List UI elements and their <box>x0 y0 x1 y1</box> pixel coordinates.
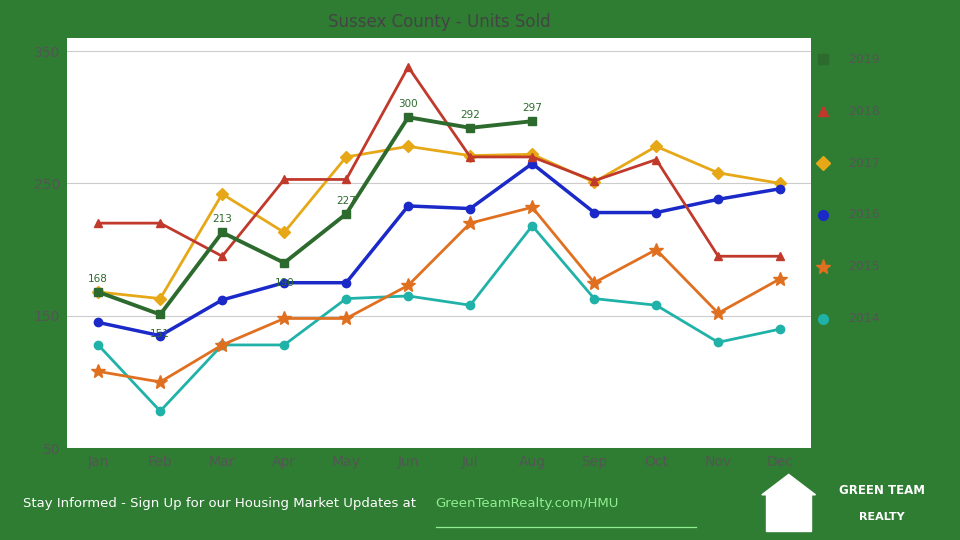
Text: REALTY: REALTY <box>859 512 904 522</box>
Text: 227: 227 <box>336 195 356 206</box>
2016 <box>651 210 662 216</box>
Text: 2019: 2019 <box>848 53 879 66</box>
2014 <box>278 342 290 348</box>
2018 <box>526 154 538 160</box>
2016 <box>92 319 104 326</box>
2014 <box>651 302 662 308</box>
Line: 2016: 2016 <box>94 159 784 340</box>
Text: 2016: 2016 <box>848 208 879 221</box>
Polygon shape <box>762 474 815 495</box>
2018 <box>278 176 290 183</box>
2017 <box>155 295 166 302</box>
Text: 297: 297 <box>522 103 542 113</box>
Line: 2014: 2014 <box>94 221 784 415</box>
2017 <box>712 170 724 176</box>
2019 <box>278 260 290 266</box>
2019 <box>465 125 476 131</box>
2017 <box>465 152 476 159</box>
Line: 2017: 2017 <box>94 142 784 303</box>
2014 <box>341 295 352 302</box>
2018 <box>155 220 166 226</box>
2017 <box>775 180 786 187</box>
2015 <box>341 315 352 322</box>
2018 <box>588 178 600 184</box>
2019 <box>341 211 352 217</box>
2016 <box>402 202 414 209</box>
2019 <box>526 118 538 124</box>
2015 <box>712 310 724 316</box>
2015 <box>526 204 538 211</box>
2017 <box>216 191 228 197</box>
2016 <box>341 280 352 286</box>
2018 <box>465 154 476 160</box>
Text: 292: 292 <box>460 110 480 119</box>
2015 <box>402 282 414 288</box>
Title: Sussex County - Units Sold: Sussex County - Units Sold <box>328 12 550 31</box>
2016 <box>775 185 786 192</box>
2016 <box>526 160 538 167</box>
2015 <box>651 246 662 253</box>
2019 <box>155 311 166 318</box>
2015 <box>216 342 228 348</box>
Text: 2015: 2015 <box>848 260 879 273</box>
Text: 2018: 2018 <box>848 105 879 118</box>
Text: 190: 190 <box>275 278 294 288</box>
2018 <box>651 157 662 163</box>
2017 <box>588 179 600 185</box>
2016 <box>712 196 724 202</box>
2014 <box>712 339 724 346</box>
2014 <box>402 293 414 299</box>
2018 <box>402 64 414 70</box>
Text: 2014: 2014 <box>848 312 879 325</box>
2019 <box>402 114 414 120</box>
2015 <box>278 315 290 322</box>
2014 <box>526 222 538 229</box>
Text: Stay Informed - Sign Up for our Housing Market Updates at: Stay Informed - Sign Up for our Housing … <box>23 497 420 510</box>
2016 <box>155 333 166 339</box>
2014 <box>216 342 228 348</box>
Line: 2015: 2015 <box>91 200 787 389</box>
2015 <box>588 280 600 286</box>
2018 <box>216 253 228 260</box>
2017 <box>402 143 414 150</box>
Text: 168: 168 <box>88 274 108 284</box>
2014 <box>775 326 786 332</box>
2016 <box>588 210 600 216</box>
2016 <box>216 296 228 303</box>
2014 <box>588 295 600 302</box>
2014 <box>155 408 166 414</box>
2017 <box>341 154 352 160</box>
Text: GREEN TEAM: GREEN TEAM <box>839 484 924 497</box>
2017 <box>526 151 538 158</box>
2017 <box>278 229 290 235</box>
2016 <box>465 205 476 212</box>
2018 <box>92 220 104 226</box>
FancyBboxPatch shape <box>766 494 811 531</box>
2015 <box>155 379 166 385</box>
2018 <box>341 176 352 183</box>
Text: GreenTeamRealty.com/HMU: GreenTeamRealty.com/HMU <box>436 497 619 510</box>
2015 <box>775 275 786 282</box>
2018 <box>775 253 786 260</box>
Text: 151: 151 <box>151 329 170 339</box>
Text: 2017: 2017 <box>848 157 879 170</box>
2014 <box>465 302 476 308</box>
Line: 2019: 2019 <box>94 113 537 319</box>
2018 <box>712 253 724 260</box>
Text: 213: 213 <box>212 214 232 224</box>
2014 <box>92 342 104 348</box>
2019 <box>216 229 228 235</box>
2015 <box>465 220 476 226</box>
2016 <box>278 280 290 286</box>
2017 <box>651 143 662 150</box>
2017 <box>92 289 104 295</box>
Line: 2018: 2018 <box>94 63 784 260</box>
Text: 300: 300 <box>398 99 418 109</box>
2015 <box>92 368 104 375</box>
2019 <box>92 289 104 295</box>
